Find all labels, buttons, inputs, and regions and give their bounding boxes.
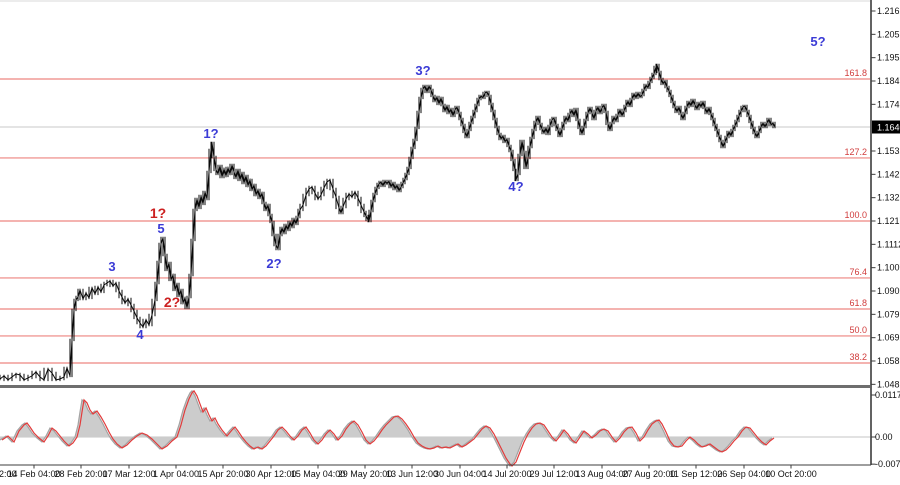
time-label: 17 Mar 12:00 xyxy=(102,469,155,479)
time-label: 13 Jun 12:00 xyxy=(386,469,438,479)
wave-label-5: 5 xyxy=(157,221,164,236)
price-series-line xyxy=(0,63,776,381)
time-label: 30 Apr 12:00 xyxy=(245,469,296,479)
indicator-tick-label: 0.01174 xyxy=(875,390,900,400)
price-tick-label: 1.1217 xyxy=(877,216,900,226)
price-tick-label: 1.2162 xyxy=(877,6,900,16)
wave-label-4: 4 xyxy=(136,327,144,342)
fib-level-label: 50.0 xyxy=(849,325,867,335)
price-tick-label: 1.2057 xyxy=(877,29,900,39)
indicator-tick-label: -0.00759 xyxy=(875,459,900,469)
price-tick-label: 1.1112 xyxy=(877,239,900,249)
time-label: 2:00 xyxy=(0,469,17,479)
price-tick-label: 1.0587 xyxy=(877,356,900,366)
time-label: 10 Oct 20:00 xyxy=(765,469,817,479)
time-label: 29 May 20:00 xyxy=(338,469,393,479)
price-tick-label: 1.0692 xyxy=(877,333,900,343)
time-label: 26 Sep 04:00 xyxy=(717,469,771,479)
price-tick-label: 1.1742 xyxy=(877,99,900,109)
time-label: 14 Jul 20:00 xyxy=(482,469,531,479)
time-label: 30 Jun 04:00 xyxy=(434,469,486,479)
time-label: 14 Feb 04:00 xyxy=(7,469,60,479)
time-label: 1 Apr 04:00 xyxy=(153,469,199,479)
time-label: 27 Aug 20:00 xyxy=(622,469,675,479)
indicator-main-line xyxy=(0,389,773,467)
price-tick-label: 1.1952 xyxy=(877,53,900,63)
indicator-tick-label: 0.00 xyxy=(875,432,893,442)
wave-label-2q: 2? xyxy=(164,294,180,310)
wave-label-2q: 2? xyxy=(266,256,281,271)
wave-label-4q: 4? xyxy=(508,179,523,194)
fib-level-label: 61.8 xyxy=(849,298,867,308)
price-series-bars xyxy=(0,63,776,382)
wave-label-1q: 1? xyxy=(150,205,166,221)
price-tick-label: 1.0902 xyxy=(877,286,900,296)
panel-divider xyxy=(0,385,870,388)
price-tick-label: 1.1007 xyxy=(877,263,900,273)
fib-level-label: 127.2 xyxy=(844,147,867,157)
fib-level-label: 38.2 xyxy=(849,352,867,362)
price-tick-label: 1.0482 xyxy=(877,379,900,389)
price-tick-label: 1.0797 xyxy=(877,309,900,319)
time-label: 13 Aug 04:00 xyxy=(575,469,628,479)
fib-level-label: 100.0 xyxy=(844,210,867,220)
wave-label-3: 3 xyxy=(108,259,115,274)
time-label: 11 Sep 12:00 xyxy=(670,469,723,479)
indicator-area xyxy=(0,390,772,466)
current-price-box xyxy=(872,120,900,134)
time-label: 28 Feb 20:00 xyxy=(54,469,107,479)
fib-level-label: 161.8 xyxy=(844,68,867,78)
price-tick-label: 1.1532 xyxy=(877,146,900,156)
fib-level-label: 76.4 xyxy=(849,267,867,277)
wave-label-5q: 5? xyxy=(810,34,825,49)
price-tick-label: 1.1322 xyxy=(877,193,900,203)
wave-label-3q: 3? xyxy=(415,63,430,78)
wave-label-1q: 1? xyxy=(203,126,218,141)
time-label: 15 May 04:00 xyxy=(291,469,346,479)
time-label: 29 Jul 12:00 xyxy=(529,469,578,479)
indicator-signal-line xyxy=(1,389,775,467)
time-label: 15 Apr 20:00 xyxy=(197,469,248,479)
price-tick-label: 1.1427 xyxy=(877,169,900,179)
price-tick-label: 1.1847 xyxy=(877,76,900,86)
